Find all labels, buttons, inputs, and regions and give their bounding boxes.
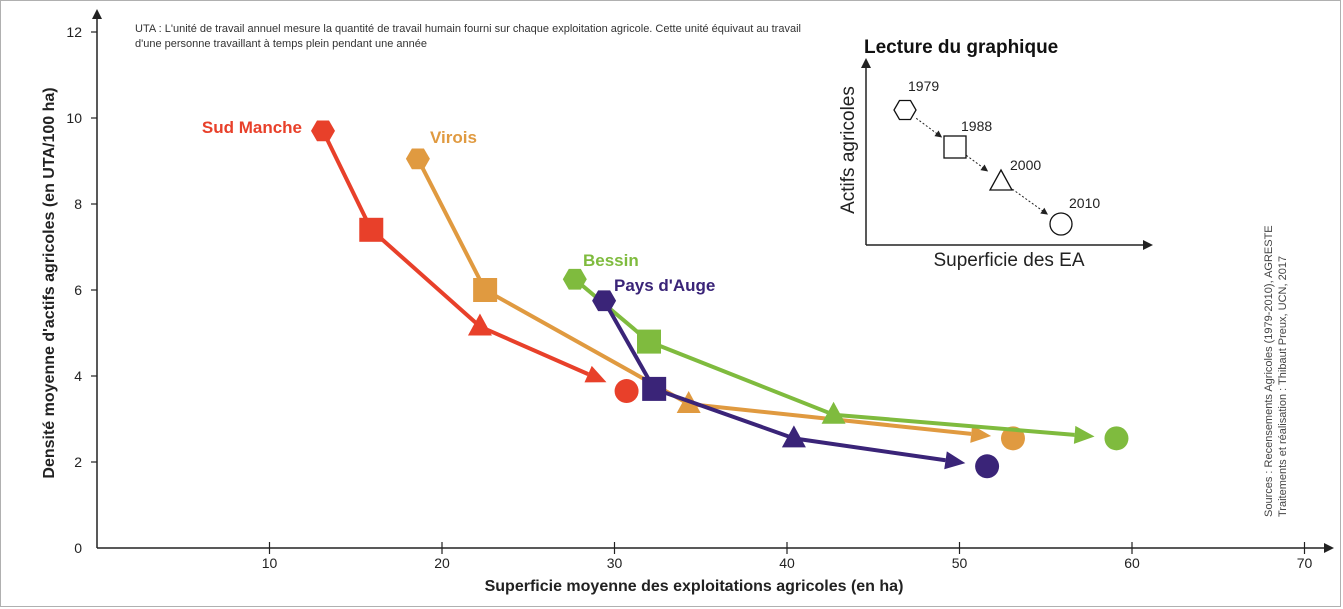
sud-manche-point-2000 — [467, 313, 492, 336]
x-tick-label: 70 — [1297, 555, 1313, 571]
pays-d-auge-series-label: Pays d'Auge — [614, 276, 715, 295]
y-tick-label: 0 — [74, 540, 82, 556]
x-axis-label: Superficie moyenne des exploitations agr… — [485, 578, 904, 595]
bessin-segment — [648, 339, 835, 417]
inset-y-label: Actifs agricoles — [838, 86, 859, 214]
inset-year-label: 1988 — [961, 118, 992, 134]
inset-connector-arrowhead — [1040, 207, 1048, 215]
pays-d-auge-segment — [793, 436, 946, 463]
bessin-point-2000 — [821, 401, 846, 424]
y-tick-label: 2 — [74, 454, 82, 470]
inset-y-arrow-icon — [861, 58, 871, 68]
bessin-point-2010 — [1104, 426, 1129, 451]
inset-year-label: 2000 — [1010, 157, 1041, 173]
sud-manche-point-1979 — [311, 120, 335, 142]
pays-d-auge-segment — [653, 387, 795, 441]
source-credit: Sources : Recensements Agricoles (1979-2… — [1262, 225, 1290, 517]
x-tick-label: 50 — [952, 555, 968, 571]
x-tick-label: 40 — [779, 555, 795, 571]
inset-connector — [965, 154, 984, 169]
x-tick-label: 10 — [262, 555, 278, 571]
sud-manche-series-label: Sud Manche — [202, 118, 302, 137]
virois-series-label: Virois — [430, 128, 477, 147]
inset-title: Lecture du graphique — [864, 37, 1058, 58]
virois-arrowhead — [970, 424, 992, 443]
x-tick-label: 30 — [607, 555, 623, 571]
sud-manche-point-2010 — [614, 379, 639, 404]
y-tick-label: 6 — [74, 282, 82, 298]
bessin-point-1979 — [562, 268, 587, 290]
source-line-2: Traitements et réalisation : Thibaut Pre… — [1277, 255, 1289, 517]
pays-d-auge-point-2010 — [975, 454, 1000, 479]
x-tick-label: 20 — [434, 555, 450, 571]
bessin-point-1988 — [637, 329, 661, 354]
virois-point-1988 — [473, 278, 498, 302]
y-tick-label: 4 — [74, 368, 82, 384]
pays-d-auge-point-2000 — [781, 425, 806, 448]
inset-x-arrow-icon — [1143, 240, 1153, 250]
inset-connector — [915, 117, 938, 135]
pays-d-auge-arrowhead — [944, 451, 966, 470]
pays-d-auge-segment — [602, 299, 656, 390]
sud-manche-arrowhead — [584, 365, 607, 383]
virois-segment — [416, 157, 487, 291]
inset-hexagon-icon — [893, 99, 917, 121]
inset-connector-arrowhead — [980, 164, 989, 172]
inset-connector-arrowhead — [934, 130, 943, 138]
x-tick-label: 60 — [1124, 555, 1140, 571]
sud-manche-segment — [369, 228, 482, 329]
y-axis-arrow-icon — [92, 9, 102, 19]
pays-d-auge-point-1979 — [592, 290, 617, 312]
inset-x-label: Superficie des EA — [933, 250, 1084, 271]
inset-square-icon — [943, 135, 967, 159]
inset-triangle-icon — [988, 168, 1014, 191]
sud-manche-point-1988 — [359, 217, 384, 242]
y-tick-label: 10 — [66, 110, 82, 126]
virois-point-1979 — [405, 148, 430, 170]
inset-year-label: 1979 — [908, 78, 939, 94]
y-axis-label: Densité moyenne d'actifs agricoles (en U… — [41, 87, 58, 478]
bessin-series-label: Bessin — [583, 251, 639, 270]
inset-year-label: 2010 — [1069, 195, 1100, 211]
inset-connector — [1012, 188, 1044, 212]
uta-note: UTA : L'unité de travail annuel mesure l… — [135, 23, 801, 50]
bessin-segment — [833, 412, 1075, 437]
source-line-1: Sources : Recensements Agricoles (1979-2… — [1263, 225, 1275, 517]
sud-manche-segment — [479, 324, 589, 376]
y-tick-label: 8 — [74, 196, 82, 212]
virois-point-2010 — [1000, 426, 1025, 451]
inset-circle-icon — [1049, 212, 1073, 236]
y-tick-label: 12 — [66, 24, 82, 40]
x-axis-arrow-icon — [1324, 543, 1334, 553]
sud-manche-segment — [321, 130, 374, 231]
pays-d-auge-point-1988 — [642, 376, 667, 401]
bessin-arrowhead — [1073, 425, 1095, 444]
